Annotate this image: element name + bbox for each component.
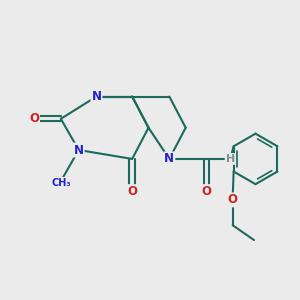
Text: CH₃: CH₃ [51,178,70,188]
Text: N: N [92,90,101,103]
Text: N: N [74,143,84,157]
Text: O: O [127,185,137,198]
Text: H: H [226,154,235,164]
Text: O: O [29,112,39,125]
Text: N: N [164,152,174,165]
Text: O: O [228,194,238,206]
Text: O: O [202,185,212,198]
